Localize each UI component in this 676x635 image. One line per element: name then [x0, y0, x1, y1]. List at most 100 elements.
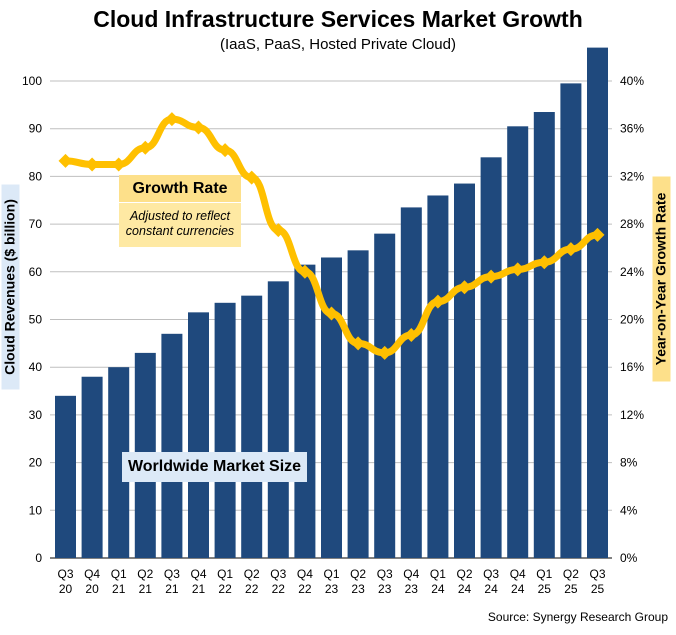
y2-tick-label: 24%: [620, 265, 644, 279]
bar: [108, 367, 130, 558]
x-tick-label: Q2: [563, 567, 579, 581]
x-tick-label: Q2: [244, 567, 260, 581]
bar: [55, 395, 76, 558]
bar: [161, 333, 183, 558]
x-tick-label-year: 24: [511, 582, 525, 596]
y-axis-left-title: Cloud Revenues ($ billion): [1, 184, 20, 390]
x-tick-label-year: 20: [85, 582, 99, 596]
x-tick-label: Q3: [589, 567, 605, 581]
x-tick-label: Q1: [430, 567, 446, 581]
y2-tick-label: 36%: [620, 122, 644, 136]
x-tick-label-year: 21: [139, 582, 153, 596]
x-tick-label: Q1: [111, 567, 127, 581]
growth-note-line-2: constant currencies: [125, 224, 235, 238]
y2-tick-label: 0%: [620, 551, 638, 565]
y2-tick-label: 12%: [620, 408, 644, 422]
x-tick-label-year: 25: [564, 582, 578, 596]
growth-rate-marker: [271, 223, 286, 238]
chart-title: Cloud Infrastructure Services Market Gro…: [93, 6, 583, 32]
bar: [454, 183, 475, 558]
growth-rate-marker: [404, 328, 419, 343]
x-tick-label: Q1: [323, 567, 339, 581]
source-note: Source: Synergy Research Group: [487, 610, 668, 624]
x-tick-label-year: 22: [218, 582, 232, 596]
x-tick-label: Q4: [403, 567, 419, 581]
x-tick-label-year: 20: [59, 582, 73, 596]
x-tick-label-year: 22: [298, 582, 312, 596]
growth-rate-marker: [138, 140, 153, 155]
y-tick-label: 20: [29, 456, 43, 470]
growth-rate-marker: [297, 264, 312, 279]
growth-rate-marker: [85, 157, 100, 172]
x-tick-label-year: 23: [351, 582, 365, 596]
y2-tick-label: 32%: [620, 169, 644, 183]
x-tick-label-year: 21: [165, 582, 179, 596]
growth-rate-label: Growth Rate: [119, 175, 241, 202]
y-tick-label: 100: [22, 74, 42, 88]
x-tick-label: Q3: [164, 567, 180, 581]
growth-rate-marker: [537, 255, 552, 270]
x-tick-label: Q4: [510, 567, 526, 581]
bar: [480, 157, 502, 558]
growth-rate-note: Adjusted to reflect constant currencies: [119, 203, 241, 247]
bar: [294, 264, 316, 558]
growth-rate-marker: [457, 280, 472, 295]
bar: [507, 126, 529, 558]
market-size-label: Worldwide Market Size: [122, 452, 307, 482]
x-tick-label-year: 23: [405, 582, 419, 596]
growth-rate-marker: [164, 112, 179, 127]
x-tick-label-year: 24: [458, 582, 472, 596]
bar: [214, 302, 236, 558]
bar: [347, 250, 369, 558]
growth-rate-marker: [351, 336, 366, 351]
bar: [241, 295, 263, 558]
x-tick-label-year: 22: [272, 582, 286, 596]
x-tick-label: Q3: [377, 567, 393, 581]
x-tick-label-year: 21: [192, 582, 206, 596]
x-tick-label-year: 23: [378, 582, 392, 596]
x-tick-label: Q3: [270, 567, 286, 581]
x-tick-label: Q3: [57, 567, 73, 581]
x-tick-label-year: 25: [538, 582, 552, 596]
growth-rate-marker: [430, 294, 445, 309]
x-tick-label: Q4: [84, 567, 100, 581]
growth-rate-marker: [563, 242, 578, 257]
x-tick-label-year: 22: [245, 582, 259, 596]
y-tick-label: 70: [29, 217, 43, 231]
bar: [533, 112, 555, 558]
x-tick-label-year: 25: [591, 582, 605, 596]
x-tick-label-year: 24: [431, 582, 445, 596]
y2-tick-label: 4%: [620, 503, 638, 517]
growth-rate-marker: [324, 306, 339, 321]
x-tick-label: Q2: [456, 567, 472, 581]
chart-subtitle: (IaaS, PaaS, Hosted Private Cloud): [220, 36, 456, 53]
y-tick-label: 10: [29, 503, 43, 517]
bar: [188, 312, 209, 558]
y-tick-label: 80: [29, 169, 43, 183]
bar: [81, 376, 103, 558]
y2-tick-label: 20%: [620, 313, 644, 327]
growth-rate-marker: [484, 269, 499, 284]
growth-rate-marker: [58, 153, 73, 168]
x-tick-label: Q3: [483, 567, 499, 581]
growth-rate-marker: [510, 262, 525, 277]
growth-rate-marker: [244, 170, 259, 185]
x-tick-label: Q2: [350, 567, 366, 581]
y2-tick-label: 40%: [620, 74, 644, 88]
growth-rate-marker: [377, 345, 392, 360]
y2-tick-label: 28%: [620, 217, 644, 231]
bar: [560, 83, 582, 558]
growth-rate-marker: [111, 157, 126, 172]
growth-note-line-1: Adjusted to reflect: [129, 209, 231, 223]
bar: [374, 233, 396, 558]
x-tick-label-year: 21: [112, 582, 126, 596]
x-tick-label-year: 24: [484, 582, 498, 596]
x-tick-label-year: 23: [325, 582, 339, 596]
growth-rate-marker: [191, 120, 206, 135]
x-tick-label: Q1: [536, 567, 552, 581]
growth-rate-marker: [218, 143, 233, 158]
bar: [321, 257, 342, 558]
y-tick-label: 0: [35, 551, 42, 565]
